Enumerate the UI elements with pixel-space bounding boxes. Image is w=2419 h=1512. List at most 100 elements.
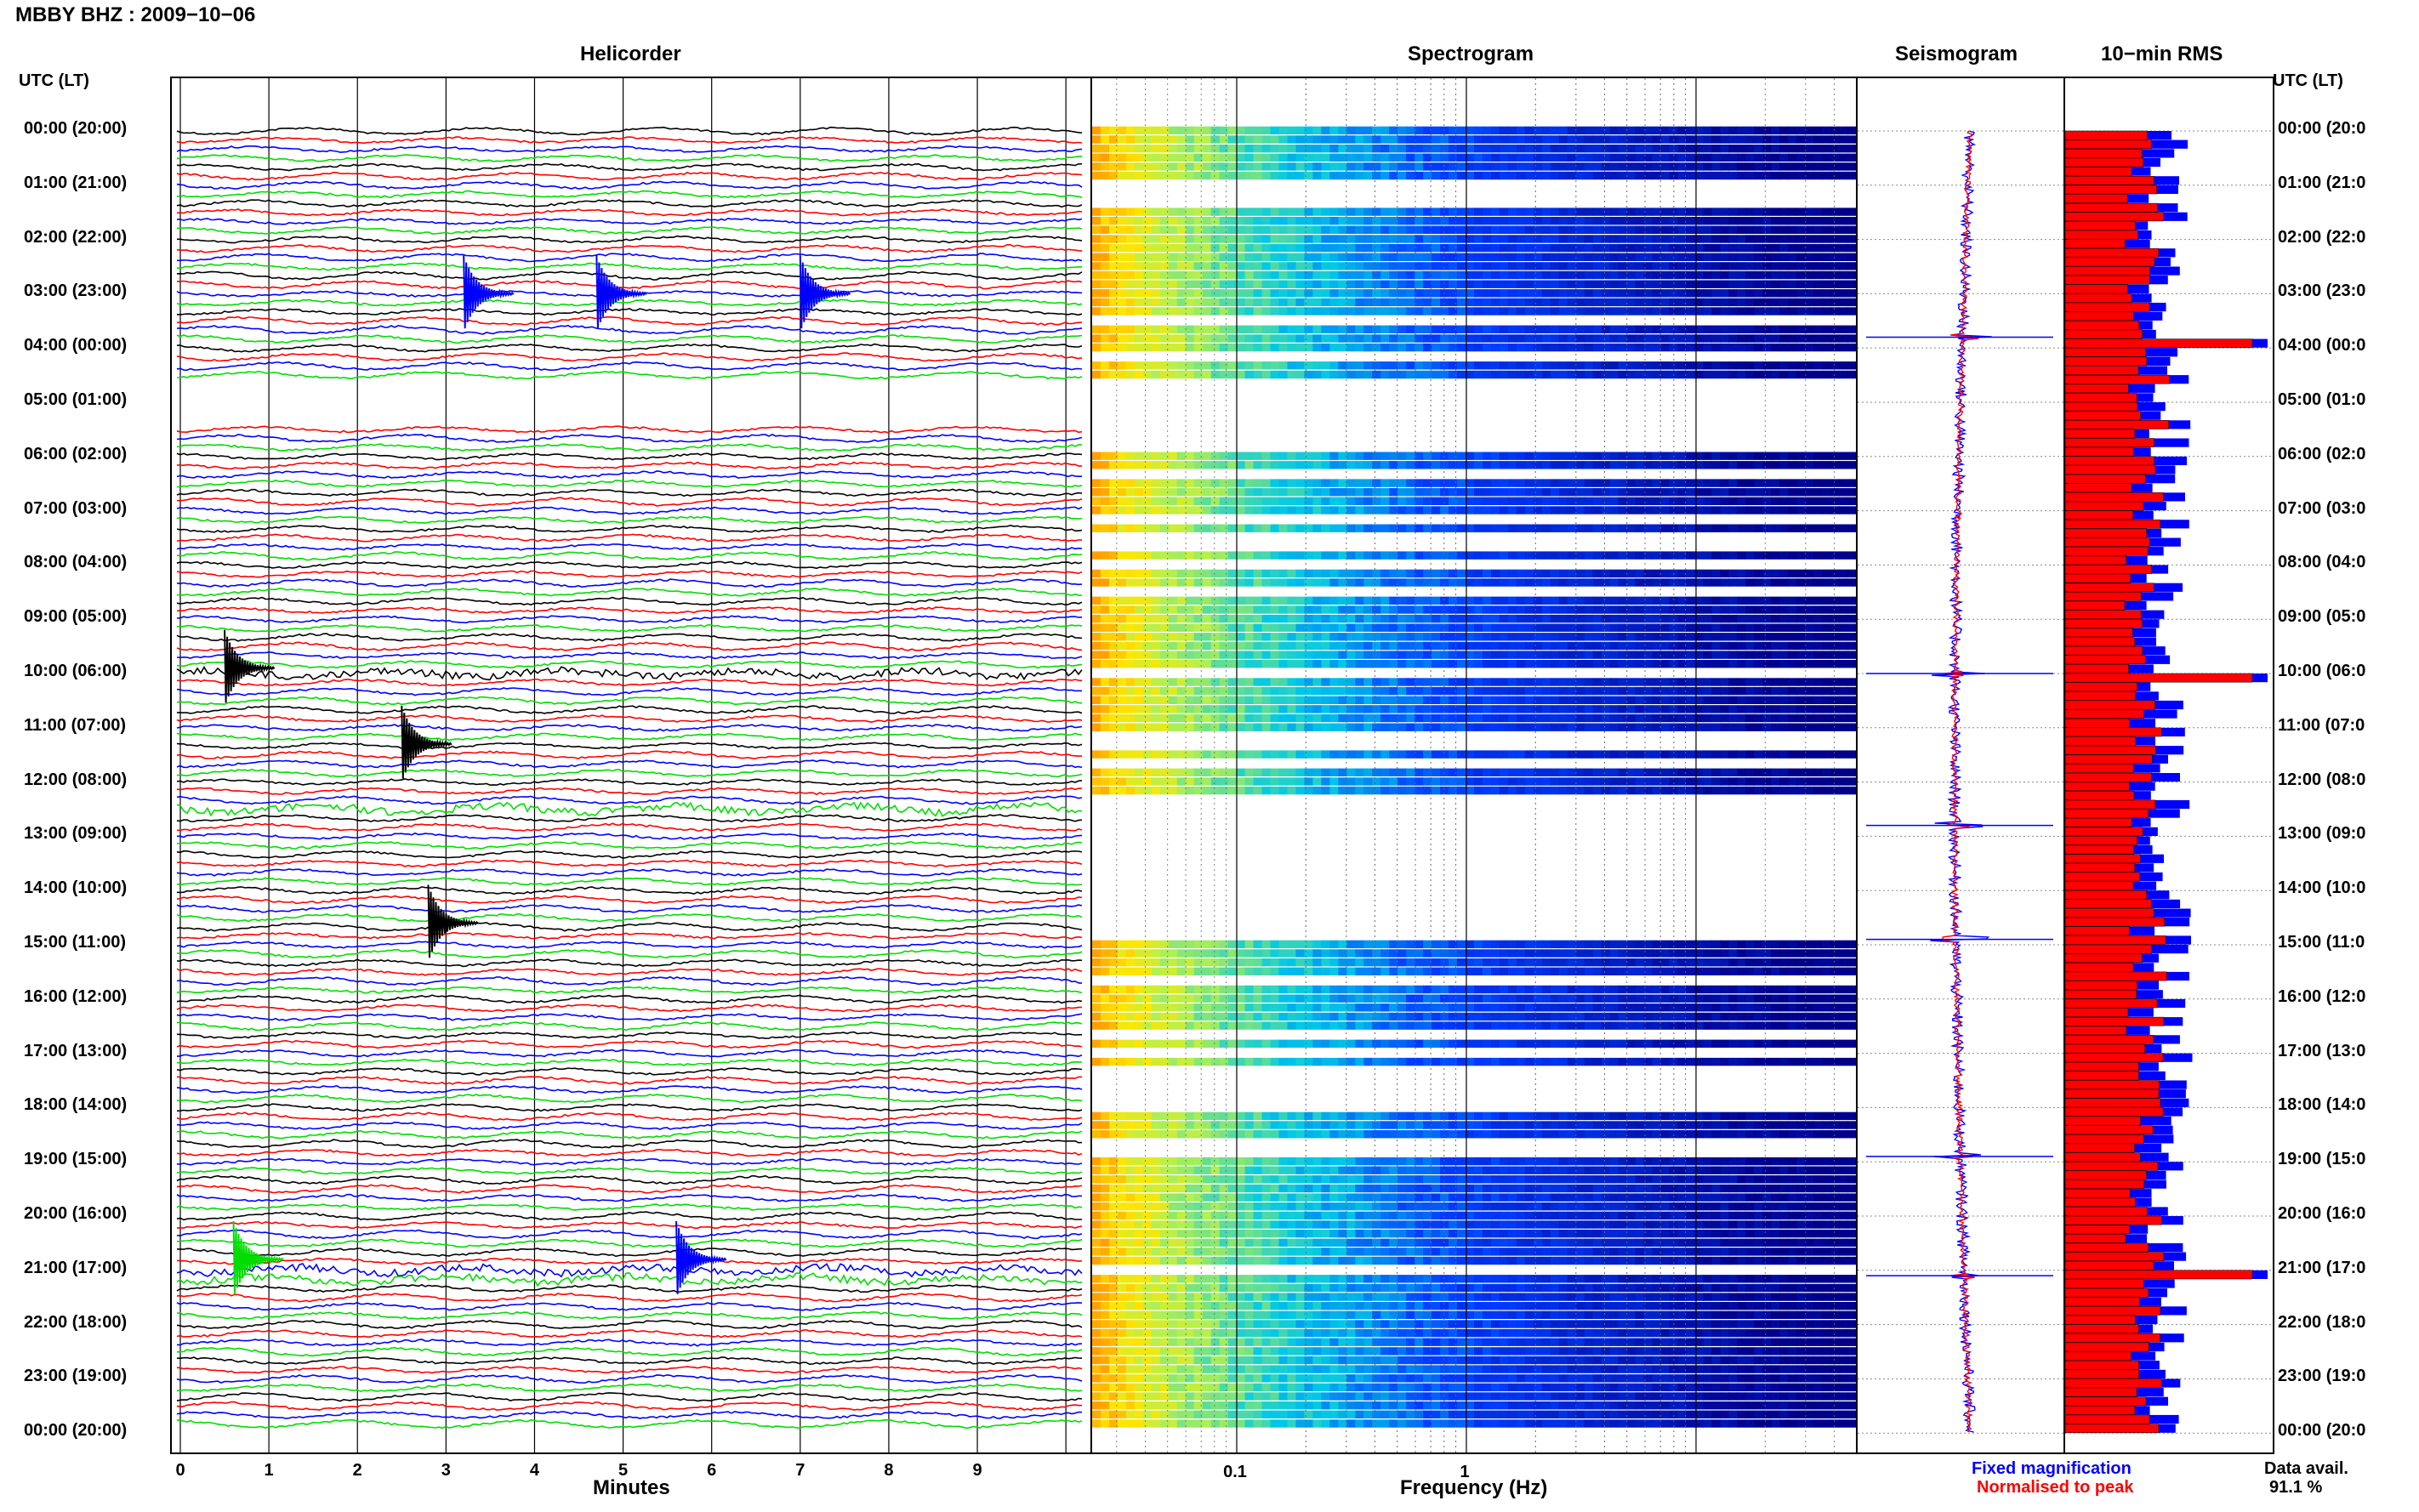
spectrogram-cell [1278,298,1289,307]
spectrogram-cell [1159,651,1170,659]
spectrogram-cell [1304,343,1313,352]
spectrogram-cell [1466,171,1475,180]
spectrogram-cell [1626,126,1636,135]
spectrogram-cell [1720,623,1729,632]
spectrogram-cell [1261,370,1272,379]
spectrogram-cell [1168,786,1178,795]
spectrogram-cell [1822,777,1831,786]
spectrogram-cell [1440,253,1449,261]
spectrogram-cell [1304,289,1313,298]
helicorder-trace [176,1031,1083,1039]
spectrogram-cell [1847,551,1856,560]
spectrogram-cell [1558,605,1568,614]
spectrogram-cell [1524,605,1534,614]
spectrogram-cell [1397,270,1407,280]
spectrogram-cell [1329,506,1339,514]
spectrogram-cell [1796,461,1806,469]
spectrogram-cell [1737,207,1746,216]
spectrogram-cell [1584,506,1594,514]
spectrogram-cell [1202,949,1212,958]
spectrogram-cell [1601,723,1611,731]
helicorder-trace [176,1392,1083,1402]
helicorder-trace [176,1174,1083,1185]
spectrogram-cell [1244,153,1255,162]
spectrogram-cell [1338,497,1347,505]
spectrogram-cell [1338,262,1347,270]
spectrogram-cell [1363,135,1373,144]
spectrogram-cell [1550,298,1560,307]
spectrogram-cell [1389,651,1398,659]
spectrogram-cell [1516,298,1526,307]
spectrogram-cell [1728,153,1738,162]
spectrogram-cell [1754,343,1763,352]
spectrogram-cell [1745,217,1755,225]
spectrogram-cell [1406,225,1415,234]
spectrogram-cell [1669,225,1679,234]
spectrogram-cell [1338,551,1347,560]
spectrogram-cell [1466,777,1475,786]
spectrogram-cell [1558,623,1568,632]
spectrogram-cell [1440,488,1449,497]
spectrogram-cell [1694,262,1704,270]
spectrogram-cell [1227,370,1238,379]
spectrogram-cell [1839,361,1848,370]
spectrogram-cell [1558,750,1568,759]
spectrogram-cell [1762,145,1772,153]
spectrogram-cell [1109,171,1118,180]
spectrogram-cell [1346,325,1356,333]
spectrogram-cell [1609,596,1619,605]
spectrogram-cell [1414,614,1424,623]
spectrogram-cell [1219,135,1229,144]
spectrogram-cell [1660,750,1671,759]
spectrogram-cell [1788,298,1797,307]
spectrogram-cell [1134,262,1144,270]
spectrogram-cell [1397,623,1407,632]
spectrogram-cell [1677,569,1688,578]
spectrogram-cell [1839,678,1848,686]
spectrogram-cell [1092,461,1101,469]
spectrogram-cell [1363,614,1373,623]
spectrogram-cell [1474,723,1483,731]
spectrogram-cell [1474,713,1483,723]
spectrogram-cell [1101,949,1110,958]
spectrogram-cell [1219,171,1229,180]
spectrogram-cell [1805,325,1814,333]
spectrogram-cell [1202,596,1212,605]
spectrogram-cell [1440,225,1449,234]
spectrogram-cell [1745,307,1755,315]
spectrogram-cell [1745,452,1755,460]
spectrogram-cell [1745,235,1755,243]
spectrogram-cell [1142,162,1153,171]
spectrogram-cell [1261,361,1272,370]
spectrogram-cell [1720,614,1729,623]
spectrogram-cell [1321,262,1330,270]
spectrogram-cell [1677,651,1688,659]
spectrogram-cell [1677,696,1688,704]
spectrogram-cell [1805,461,1814,469]
helicorder-trace [176,162,1083,172]
spectrogram-cell [1592,506,1602,514]
spectrogram-cell [1109,506,1118,514]
spectrogram-cell [1457,786,1466,795]
spectrogram-cell [1796,171,1806,180]
spectrogram-cell [1363,596,1373,605]
spectrogram-cell [1474,370,1483,379]
spectrogram-cell [1805,207,1814,216]
spectrogram-cell [1244,696,1255,704]
spectrogram-cell [1779,452,1789,460]
spectrogram-cell [1728,949,1738,958]
spectrogram-cell [1253,488,1263,497]
spectrogram-cell [1372,524,1381,532]
spectrogram-cell [1287,253,1297,261]
spectrogram-cell [1101,723,1110,731]
spectrogram-cell [1244,569,1255,578]
spectrogram-cell [1457,641,1466,651]
spectrogram-cell [1524,596,1534,605]
spectrogram-cell [1101,262,1110,270]
spectrogram-cell [1134,145,1144,153]
spectrogram-cell [1287,777,1297,786]
spectrogram-cell [1389,768,1398,776]
spectrogram-cell [1449,660,1458,668]
spectrogram-cell [1558,325,1568,333]
spectrogram-cell [1584,126,1594,135]
